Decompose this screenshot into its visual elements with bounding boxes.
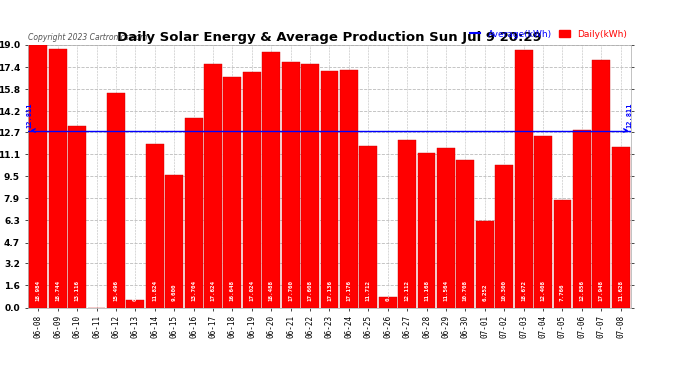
Bar [165, 175, 183, 308]
Text: 18.744: 18.744 [55, 280, 60, 301]
Text: 11.168: 11.168 [424, 280, 429, 301]
Text: 17.024: 17.024 [249, 280, 255, 301]
Text: 17.948: 17.948 [599, 280, 604, 301]
Text: 0.728: 0.728 [385, 283, 391, 301]
Text: 9.600: 9.600 [172, 283, 177, 301]
Text: 10.708: 10.708 [463, 280, 468, 301]
Text: 17.608: 17.608 [308, 280, 313, 301]
Text: 11.824: 11.824 [152, 280, 157, 301]
Bar [126, 300, 144, 307]
Text: 16.648: 16.648 [230, 280, 235, 301]
Bar [359, 146, 377, 308]
Text: 11.564: 11.564 [444, 280, 448, 301]
Bar [612, 147, 629, 308]
Text: 7.766: 7.766 [560, 283, 565, 301]
Title: Daily Solar Energy & Average Production Sun Jul 9 20:29: Daily Solar Energy & Average Production … [117, 31, 542, 44]
Bar [321, 71, 338, 308]
Text: 6.252: 6.252 [482, 283, 487, 301]
Text: Copyright 2023 Cartronics.com: Copyright 2023 Cartronics.com [28, 33, 147, 42]
Text: 12.856: 12.856 [580, 280, 584, 301]
Text: 13.116: 13.116 [75, 280, 79, 301]
Text: 0.524: 0.524 [133, 283, 138, 301]
Bar [534, 136, 552, 308]
Bar [282, 62, 299, 308]
Bar [398, 140, 416, 308]
Text: 13.704: 13.704 [191, 280, 196, 301]
Bar [262, 52, 280, 308]
Text: 11.712: 11.712 [366, 280, 371, 301]
Text: 17.176: 17.176 [346, 280, 351, 301]
Bar [224, 78, 241, 308]
Bar [340, 70, 358, 308]
Bar [185, 118, 202, 308]
Bar [301, 64, 319, 308]
Bar [476, 221, 494, 308]
Bar [379, 297, 397, 307]
Bar [553, 200, 571, 308]
Bar [146, 144, 164, 308]
Bar [30, 45, 47, 308]
Bar [204, 64, 222, 308]
Text: 17.760: 17.760 [288, 280, 293, 301]
Text: 17.624: 17.624 [210, 280, 215, 301]
Bar [515, 50, 533, 308]
Text: 17.136: 17.136 [327, 280, 332, 301]
Bar [495, 165, 513, 308]
Text: 12.811: 12.811 [627, 103, 633, 128]
Text: 12.112: 12.112 [404, 280, 410, 301]
Text: 15.496: 15.496 [113, 280, 119, 301]
Text: 10.300: 10.300 [502, 280, 506, 301]
Text: 18.672: 18.672 [521, 280, 526, 301]
Text: 12.408: 12.408 [540, 280, 546, 301]
Bar [437, 148, 455, 308]
Text: 11.628: 11.628 [618, 280, 623, 301]
Bar [107, 93, 125, 308]
Bar [592, 60, 610, 308]
Bar [417, 153, 435, 308]
Bar [573, 130, 591, 308]
Bar [49, 48, 67, 308]
Text: 18.984: 18.984 [36, 280, 41, 301]
Text: 12.811: 12.811 [26, 103, 32, 128]
Bar [68, 126, 86, 308]
Bar [243, 72, 261, 308]
Legend: Average(kWh), Daily(kWh): Average(kWh), Daily(kWh) [469, 30, 627, 39]
Text: 18.488: 18.488 [268, 280, 274, 301]
Bar [457, 159, 474, 308]
